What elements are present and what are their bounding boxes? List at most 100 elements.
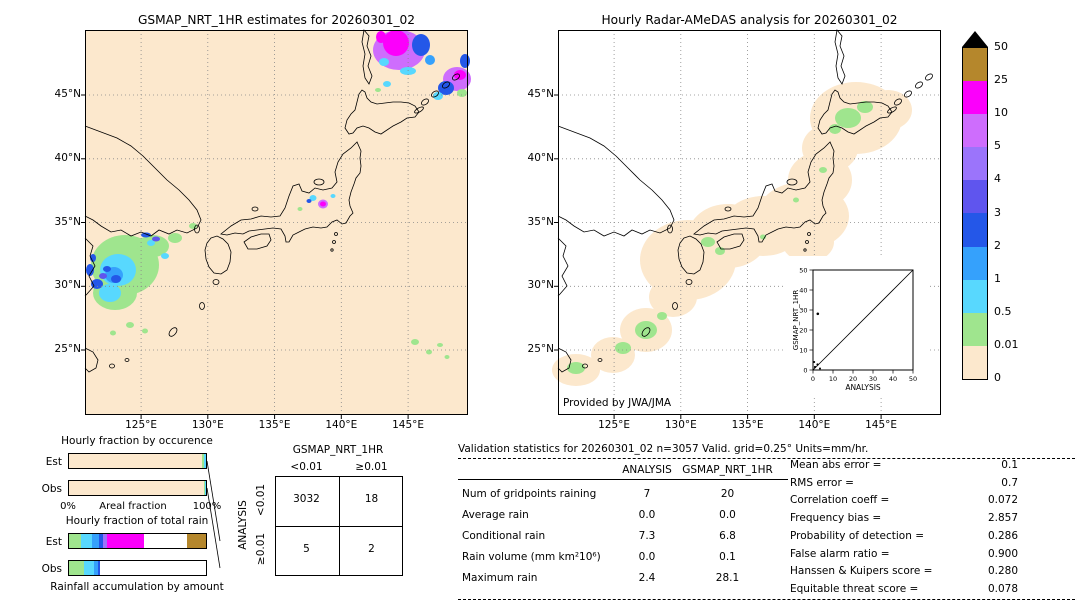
stats-metric: Hanssen & Kuipers score = 0.280 — [790, 565, 1018, 578]
occurrence-bar-obs — [68, 480, 207, 496]
bar-segment — [202, 454, 205, 468]
occurrence-chart-title: Hourly fraction by occurence — [61, 435, 213, 447]
contingency-cell-11: 2 — [368, 543, 375, 555]
right-map-lon-tick: 130°E — [664, 419, 697, 431]
svg-text:30: 30 — [799, 306, 807, 314]
left-map-lon-tick: 140°E — [325, 419, 358, 431]
left-map-frame — [85, 30, 468, 415]
svg-text:10: 10 — [799, 346, 807, 354]
svg-text:50: 50 — [909, 375, 917, 383]
right-map-lon-tick: 140°E — [798, 419, 831, 431]
svg-text:30: 30 — [869, 375, 877, 383]
contingency-col-label-1: <0.01 — [290, 461, 323, 473]
contingency-col-label-2: ≥0.01 — [355, 461, 388, 473]
left-map-lon-tick: 145°E — [392, 419, 425, 431]
colorbar-segment — [963, 48, 987, 82]
stats-analysis-value: 2.4 — [638, 572, 656, 584]
bar-segment — [203, 481, 206, 495]
stats-analysis-value: 7 — [643, 488, 651, 500]
inset-x-ticks: 0 10 20 30 40 50 — [811, 370, 917, 383]
right-map-axis-ticks — [554, 94, 882, 419]
right-map-lon-tick: 145°E — [865, 419, 898, 431]
bar-segment — [93, 561, 98, 575]
totalrain-est-label: Est — [45, 536, 62, 548]
colorbar-tick-label: 2 — [994, 238, 1001, 252]
stats-header-underline — [458, 479, 788, 480]
colorbar-segment — [963, 114, 987, 148]
inset-y-ticks: 0 10 20 30 40 50 — [799, 266, 813, 374]
left-map-background — [85, 30, 468, 415]
left-map-lat-tick: 40°N — [54, 151, 81, 164]
colorbar-tick-label: 0.01 — [994, 337, 1019, 351]
inset-ylabel: GSMAP_NRT_1HR — [792, 290, 800, 351]
left-map-title: GSMAP_NRT_1HR estimates for 20260301_02 — [137, 13, 416, 27]
stats-metrics: Mean abs error = 0.1 RMS error = 0.7 Correla… — [790, 459, 1018, 599]
areal-axis-label: Areal fraction — [99, 501, 167, 512]
totalrain-obs-label: Obs — [41, 563, 62, 575]
bar-segment — [107, 534, 145, 548]
stats-gsmap-value: 20 — [720, 488, 735, 500]
bar-segment — [99, 534, 104, 548]
stats-analysis-value: 0.0 — [638, 551, 656, 563]
left-map-lon-tick: 130°E — [191, 419, 224, 431]
bar-segment — [205, 481, 206, 495]
stats-gsmap-value: 0.0 — [719, 509, 736, 521]
left-map-lat-tick: 30°N — [54, 279, 81, 292]
contingency-col-header: GSMAP_NRT_1HR — [292, 444, 384, 456]
bar-segment — [69, 454, 203, 468]
left-map-gridlines — [85, 30, 468, 415]
left-map-lon-tick: 125°E — [125, 419, 158, 431]
stats-row-label: Rain volume (mm km²10⁶) — [462, 551, 601, 563]
map-credit: Provided by JWA/JMA — [563, 397, 672, 409]
left-map-lon-tick: 135°E — [258, 419, 291, 431]
stats-col-gsmap: GSMAP_NRT_1HR — [682, 464, 773, 476]
colorbar — [962, 47, 988, 380]
colorbar-tick-label: 1 — [994, 271, 1001, 285]
stats-row-label: Maximum rain — [462, 572, 538, 584]
totalrain-bar-obs — [68, 560, 207, 576]
right-map-lon-tick: 135°E — [731, 419, 764, 431]
occurrence-bar-est — [68, 453, 207, 469]
svg-text:0: 0 — [811, 375, 815, 383]
colorbar-tick-label: 50 — [994, 40, 1008, 53]
stats-gsmap-value: 6.8 — [719, 530, 736, 542]
stats-metric: Frequency bias = 2.857 — [790, 512, 1018, 525]
areal-axis-min: 0% — [60, 501, 76, 512]
inset-points — [813, 312, 821, 370]
left-map-precipitation — [86, 30, 471, 359]
stats-gsmap-value: 28.1 — [715, 572, 740, 584]
svg-text:40: 40 — [799, 286, 807, 294]
stats-col-analysis: ANALYSIS — [622, 464, 672, 476]
colorbar-segment — [963, 213, 987, 247]
left-map-axis-ticks — [81, 94, 409, 419]
stats-metric: RMS error = 0.7 — [790, 476, 1018, 489]
stats-metric: Correlation coeff = 0.072 — [790, 494, 1018, 507]
stats-gsmap-value: 0.1 — [719, 551, 736, 563]
colorbar-tick-label: 5 — [994, 139, 1001, 153]
occurrence-obs-label: Obs — [41, 483, 62, 495]
svg-text:10: 10 — [829, 375, 837, 383]
left-map-lat-tick: 45°N — [54, 88, 81, 100]
contingency-cell-01: 18 — [364, 493, 379, 505]
stats-table: Num of gridpoints raining 7 20 Average rain… — [458, 482, 788, 594]
stats-analysis-value: 0.0 — [638, 509, 656, 521]
bar-segment — [186, 534, 206, 548]
totalrain-bar-est — [68, 533, 207, 549]
colorbar-segment — [963, 279, 987, 313]
right-map-title: Hourly Radar-AMeDAS analysis for 2026030… — [601, 13, 898, 27]
right-map-lat-tick: 45°N — [527, 88, 554, 100]
stats-row-label: Num of gridpoints raining — [462, 488, 597, 500]
colorbar-overflow-triangle — [962, 31, 988, 47]
bar-segment — [103, 534, 108, 548]
stats-divider-top — [458, 458, 1075, 459]
inset-diagonal — [812, 269, 914, 371]
right-map-lat-tick: 25°N — [527, 343, 554, 355]
colorbar-tick-label: 25 — [994, 73, 1008, 87]
colorbar-segment — [963, 345, 987, 379]
bar-segment — [69, 534, 82, 548]
bar-segment — [69, 481, 204, 495]
contingency-grid — [275, 476, 403, 576]
stats-metric: Probability of detection = 0.286 — [790, 529, 1018, 542]
bar-segment — [84, 561, 94, 575]
colorbar-segment — [963, 81, 987, 115]
